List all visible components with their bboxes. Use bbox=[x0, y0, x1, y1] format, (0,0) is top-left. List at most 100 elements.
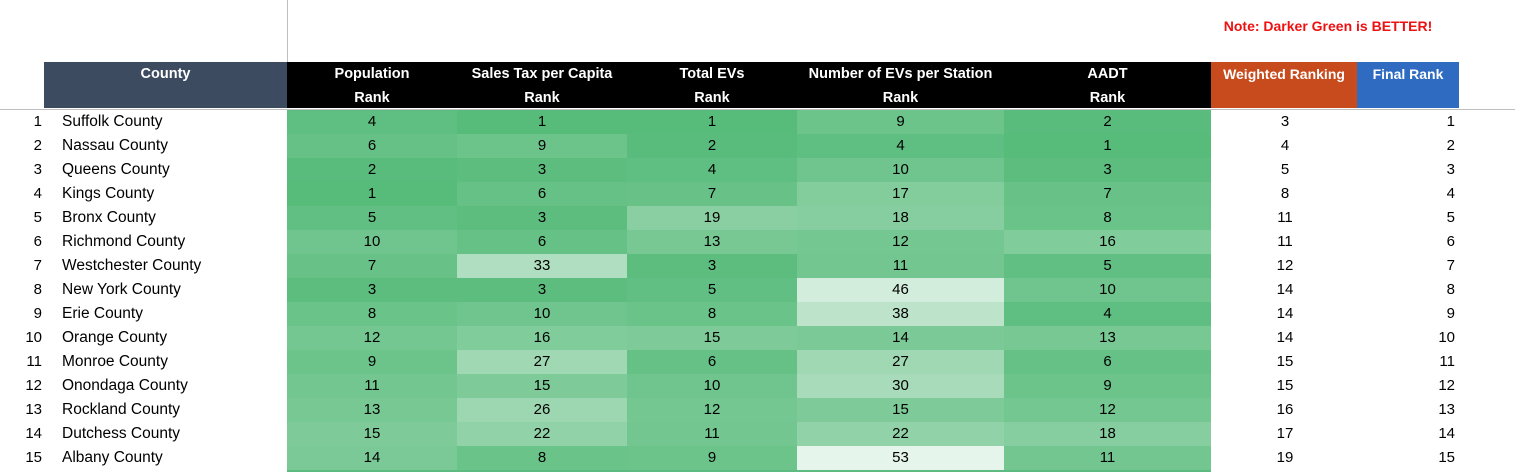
evs-per-station-rank-cell[interactable]: 38 bbox=[797, 302, 1004, 326]
final-rank-cell[interactable]: 5 bbox=[1446, 209, 1455, 226]
evs-per-station-rank-cell[interactable]: 17 bbox=[797, 182, 1004, 206]
county-name-cell[interactable]: Nassau County bbox=[62, 137, 168, 154]
final-rank-cell[interactable]: 8 bbox=[1446, 281, 1455, 298]
aadt-rank-cell[interactable]: 9 bbox=[1004, 374, 1211, 398]
population-rank-cell[interactable]: 6 bbox=[287, 134, 457, 158]
final-rank-cell[interactable]: 10 bbox=[1438, 329, 1455, 346]
county-name-cell[interactable]: New York County bbox=[62, 281, 181, 298]
sales-tax-rank-cell[interactable]: 10 bbox=[457, 302, 627, 326]
weighted-ranking-cell[interactable]: 15 bbox=[1276, 377, 1294, 394]
weighted-ranking-cell[interactable]: 19 bbox=[1276, 449, 1294, 466]
sales-tax-rank-cell[interactable]: 1 bbox=[457, 110, 627, 134]
evs-per-station-rank-cell[interactable]: 53 bbox=[797, 446, 1004, 470]
header-sales-tax-rank[interactable]: Sales Tax per Capita Rank bbox=[457, 62, 627, 108]
evs-per-station-rank-cell[interactable]: 30 bbox=[797, 374, 1004, 398]
county-name-cell[interactable]: Orange County bbox=[62, 329, 168, 346]
header-county[interactable]: County bbox=[44, 62, 287, 108]
evs-per-station-rank-cell[interactable]: 10 bbox=[797, 158, 1004, 182]
population-rank-cell[interactable]: 1 bbox=[287, 182, 457, 206]
aadt-rank-cell[interactable]: 13 bbox=[1004, 326, 1211, 350]
table-row[interactable]: 2 Nassau County 6 9 2 4 1 4 2 bbox=[0, 134, 1515, 158]
header-aadt-rank[interactable]: AADT Rank bbox=[1004, 62, 1211, 108]
aadt-rank-cell[interactable]: 18 bbox=[1004, 422, 1211, 446]
final-rank-cell[interactable]: 3 bbox=[1446, 161, 1455, 178]
table-row[interactable]: 7 Westchester County 7 33 3 11 5 12 7 bbox=[0, 254, 1515, 278]
table-row[interactable]: 9 Erie County 8 10 8 38 4 14 9 bbox=[0, 302, 1515, 326]
final-rank-cell[interactable]: 7 bbox=[1446, 257, 1455, 274]
weighted-ranking-cell[interactable]: 17 bbox=[1276, 425, 1294, 442]
final-rank-cell[interactable]: 9 bbox=[1446, 305, 1455, 322]
aadt-rank-cell[interactable]: 4 bbox=[1004, 302, 1211, 326]
total-evs-rank-cell[interactable]: 1 bbox=[627, 110, 797, 134]
sales-tax-rank-cell[interactable]: 16 bbox=[457, 326, 627, 350]
county-name-cell[interactable]: Richmond County bbox=[62, 233, 186, 250]
evs-per-station-rank-cell[interactable]: 22 bbox=[797, 422, 1004, 446]
final-rank-cell[interactable]: 4 bbox=[1446, 185, 1455, 202]
sales-tax-rank-cell[interactable]: 6 bbox=[457, 230, 627, 254]
county-name-cell[interactable]: Suffolk County bbox=[62, 113, 163, 130]
aadt-rank-cell[interactable]: 3 bbox=[1004, 158, 1211, 182]
final-rank-cell[interactable]: 12 bbox=[1438, 377, 1455, 394]
table-row[interactable]: 15 Albany County 14 8 9 53 11 19 15 bbox=[0, 446, 1515, 470]
weighted-ranking-cell[interactable]: 11 bbox=[1277, 233, 1293, 250]
aadt-rank-cell[interactable]: 6 bbox=[1004, 350, 1211, 374]
sales-tax-rank-cell[interactable]: 8 bbox=[457, 446, 627, 470]
final-rank-cell[interactable]: 11 bbox=[1439, 353, 1455, 370]
weighted-ranking-cell[interactable]: 14 bbox=[1276, 281, 1294, 298]
table-row[interactable]: 6 Richmond County 10 6 13 12 16 11 6 bbox=[0, 230, 1515, 254]
total-evs-rank-cell[interactable]: 6 bbox=[627, 350, 797, 374]
final-rank-cell[interactable]: 2 bbox=[1446, 137, 1455, 154]
table-row[interactable]: 4 Kings County 1 6 7 17 7 8 4 bbox=[0, 182, 1515, 206]
table-row[interactable]: 10 Orange County 12 16 15 14 13 14 10 bbox=[0, 326, 1515, 350]
final-rank-cell[interactable]: 13 bbox=[1438, 401, 1455, 418]
population-rank-cell[interactable]: 5 bbox=[287, 206, 457, 230]
population-rank-cell[interactable]: 13 bbox=[287, 398, 457, 422]
county-name-cell[interactable]: Rockland County bbox=[62, 401, 181, 418]
county-name-cell[interactable]: Erie County bbox=[62, 305, 143, 322]
population-rank-cell[interactable]: 9 bbox=[287, 350, 457, 374]
evs-per-station-rank-cell[interactable]: 14 bbox=[797, 326, 1004, 350]
total-evs-rank-cell[interactable]: 12 bbox=[627, 398, 797, 422]
table-row[interactable]: 12 Onondaga County 11 15 10 30 9 15 12 bbox=[0, 374, 1515, 398]
evs-per-station-rank-cell[interactable]: 11 bbox=[797, 254, 1004, 278]
weighted-ranking-cell[interactable]: 3 bbox=[1280, 113, 1290, 130]
population-rank-cell[interactable]: 15 bbox=[287, 422, 457, 446]
evs-per-station-rank-cell[interactable]: 27 bbox=[797, 350, 1004, 374]
sales-tax-rank-cell[interactable]: 15 bbox=[457, 374, 627, 398]
header-weighted-ranking[interactable]: Weighted Ranking bbox=[1211, 62, 1357, 108]
county-name-cell[interactable]: Queens County bbox=[62, 161, 170, 178]
weighted-ranking-cell[interactable]: 11 bbox=[1277, 209, 1293, 226]
population-rank-cell[interactable]: 3 bbox=[287, 278, 457, 302]
evs-per-station-rank-cell[interactable]: 9 bbox=[797, 110, 1004, 134]
county-name-cell[interactable]: Monroe County bbox=[62, 353, 168, 370]
sales-tax-rank-cell[interactable]: 9 bbox=[457, 134, 627, 158]
weighted-ranking-cell[interactable]: 15 bbox=[1276, 353, 1294, 370]
aadt-rank-cell[interactable]: 8 bbox=[1004, 206, 1211, 230]
population-rank-cell[interactable]: 8 bbox=[287, 302, 457, 326]
aadt-rank-cell[interactable]: 11 bbox=[1004, 446, 1211, 470]
county-name-cell[interactable]: Dutchess County bbox=[62, 425, 181, 442]
header-evs-per-station-rank[interactable]: Number of EVs per Station Rank bbox=[797, 62, 1004, 108]
total-evs-rank-cell[interactable]: 8 bbox=[627, 302, 797, 326]
evs-per-station-rank-cell[interactable]: 12 bbox=[797, 230, 1004, 254]
county-name-cell[interactable]: Albany County bbox=[62, 449, 163, 466]
aadt-rank-cell[interactable]: 2 bbox=[1004, 110, 1211, 134]
population-rank-cell[interactable]: 10 bbox=[287, 230, 457, 254]
sales-tax-rank-cell[interactable]: 3 bbox=[457, 278, 627, 302]
weighted-ranking-cell[interactable]: 5 bbox=[1280, 161, 1290, 178]
header-population-rank[interactable]: Population Rank bbox=[287, 62, 457, 108]
total-evs-rank-cell[interactable]: 15 bbox=[627, 326, 797, 350]
total-evs-rank-cell[interactable]: 9 bbox=[627, 446, 797, 470]
weighted-ranking-cell[interactable]: 14 bbox=[1276, 329, 1294, 346]
table-row[interactable]: 14 Dutchess County 15 22 11 22 18 17 14 bbox=[0, 422, 1515, 446]
total-evs-rank-cell[interactable]: 11 bbox=[627, 422, 797, 446]
final-rank-cell[interactable]: 1 bbox=[1446, 113, 1455, 130]
sales-tax-rank-cell[interactable]: 3 bbox=[457, 206, 627, 230]
aadt-rank-cell[interactable]: 5 bbox=[1004, 254, 1211, 278]
total-evs-rank-cell[interactable]: 19 bbox=[627, 206, 797, 230]
total-evs-rank-cell[interactable]: 7 bbox=[627, 182, 797, 206]
table-row[interactable]: 13 Rockland County 13 26 12 15 12 16 13 bbox=[0, 398, 1515, 422]
population-rank-cell[interactable]: 2 bbox=[287, 158, 457, 182]
aadt-rank-cell[interactable]: 10 bbox=[1004, 278, 1211, 302]
county-name-cell[interactable]: Westchester County bbox=[62, 257, 202, 274]
